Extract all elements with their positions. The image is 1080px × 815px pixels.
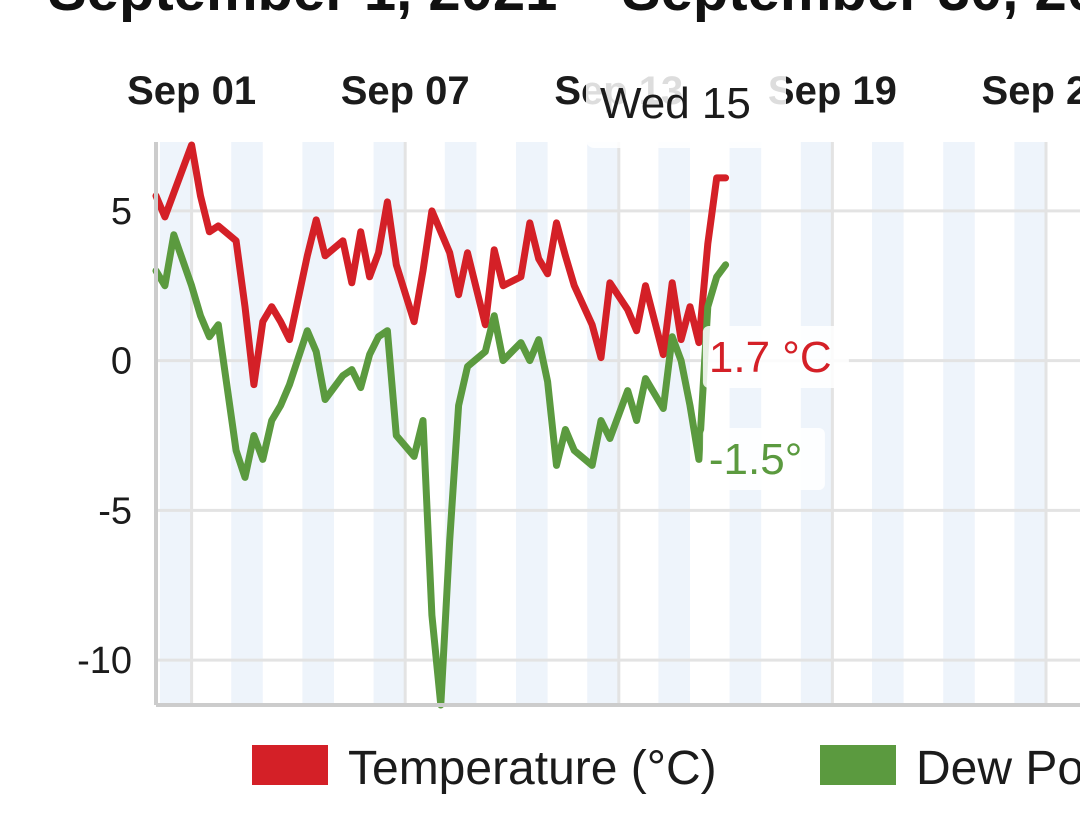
- y-tick-label: -10: [77, 640, 132, 682]
- tooltip-label: Wed 15: [600, 79, 751, 128]
- day-band: [943, 142, 975, 705]
- tooltip: Wed 15: [586, 70, 786, 148]
- day-band: [1014, 142, 1046, 705]
- chart-title: September 1, 2021 – September 30, 2021: [48, 0, 1080, 23]
- legend-label: Dew Point: [916, 742, 1080, 795]
- grid-lines: [156, 142, 1080, 705]
- end-label-temperature: 1.7 °C: [709, 333, 832, 382]
- y-tick-label: 0: [111, 341, 132, 383]
- day-band: [160, 142, 192, 705]
- y-tick-label: 5: [111, 191, 132, 233]
- day-band: [800, 142, 833, 705]
- end-label-box: [702, 326, 849, 388]
- axes: [154, 142, 1080, 707]
- day-band: [231, 142, 263, 705]
- series-line-temperature: [152, 141, 730, 389]
- legend-swatch: [252, 745, 328, 785]
- end-label-box: [702, 428, 825, 490]
- x-tick-label: Sep 07: [341, 69, 470, 113]
- end-labels: 1.7 °C -1.5°: [702, 326, 849, 490]
- legend: Temperature (°C) Dew Point: [252, 742, 1080, 795]
- legend-label: Temperature (°C): [348, 742, 717, 795]
- x-tick-label: Sep 25: [982, 69, 1080, 113]
- tooltip-box: [586, 70, 786, 148]
- day-band: [872, 142, 904, 705]
- x-tick-label: Sep 01: [127, 69, 256, 113]
- x-tick-label: Sep 19: [768, 69, 897, 113]
- legend-swatch: [820, 745, 896, 785]
- day-band: [729, 142, 762, 705]
- end-label-dew-point: -1.5°: [709, 435, 802, 484]
- y-tick-label: -5: [98, 490, 132, 532]
- day-band: [658, 142, 690, 705]
- y-axis-ticks: 5 0 -5 -10: [77, 191, 132, 682]
